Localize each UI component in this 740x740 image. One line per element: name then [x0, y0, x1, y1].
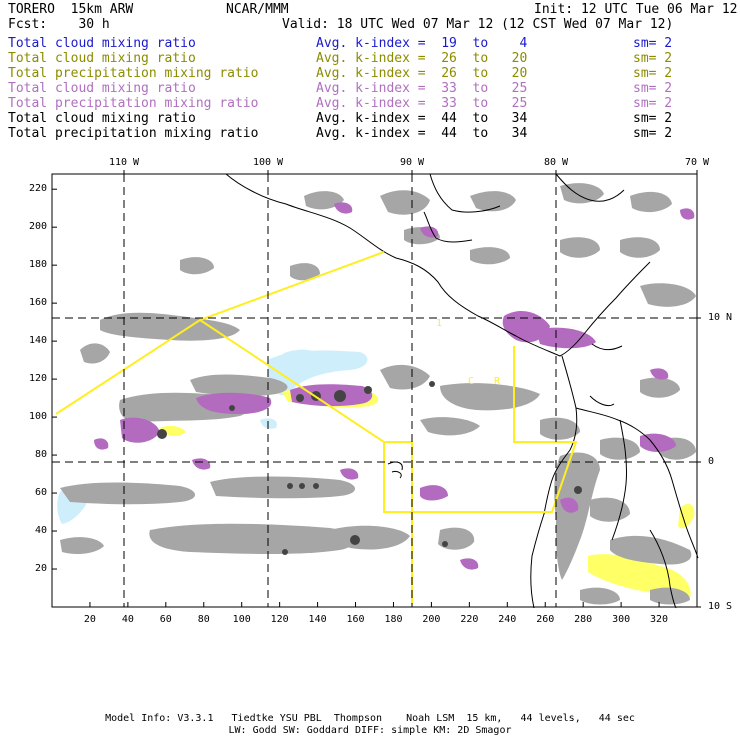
x-index-label: 260 [536, 614, 555, 625]
footer-line-1: Model Info: V3.3.1 Tiedtke YSU PBL Thomp… [105, 713, 635, 724]
legend-smoothing: sm= 2 [633, 81, 673, 96]
lat-label: 0 [708, 456, 715, 467]
y-index-label: 100 [28, 411, 47, 423]
legend-row: Total cloud mixing ratio Avg. k-index = 2… [8, 51, 732, 66]
y-index-label: 40 [34, 525, 47, 537]
legend-smoothing: sm= 2 [633, 51, 673, 66]
legend-kindex: Avg. k-index = 33 to 25 [316, 96, 528, 111]
dark-cloud-cores [157, 381, 582, 555]
forecast-hour: Fcst: 30 h [8, 17, 110, 32]
init-time: Init: 12 UTC Tue 06 Mar 12 [534, 2, 738, 17]
x-index-label: 240 [498, 614, 517, 625]
region-label: R [494, 376, 501, 387]
y-index-label: 20 [34, 563, 47, 575]
legend-row: Total precipitation mixing ratio Avg. k-i… [8, 126, 732, 141]
legend-row: Total precipitation mixing ratio Avg. k-i… [8, 96, 732, 111]
center-name: NCAR/MMM [226, 2, 289, 17]
region-label: 1 [436, 318, 443, 329]
legend-field-name: Total cloud mixing ratio [8, 81, 196, 96]
map-frame [51, 173, 698, 608]
lon-label: 100 W [252, 157, 284, 168]
lat-lon-graticule [52, 174, 697, 607]
x-index-label: 140 [308, 614, 327, 625]
x-index-label: 180 [384, 614, 403, 625]
x-index-label: 280 [574, 614, 593, 625]
legend-row: Total cloud mixing ratio Avg. k-index = 1… [8, 36, 732, 51]
axis-tick-marks [52, 170, 701, 608]
purple-cloud-areas [94, 202, 695, 570]
legend-field-name: Total cloud mixing ratio [8, 111, 196, 126]
legend-kindex: Avg. k-index = 19 to 4 [316, 36, 528, 51]
x-index-label: 200 [422, 614, 441, 625]
y-index-label: 80 [34, 449, 47, 461]
x-index-label: 300 [612, 614, 631, 625]
x-index-label: 60 [159, 614, 172, 625]
y-index-label: 160 [28, 297, 47, 309]
y-index-label: 140 [28, 335, 47, 347]
legend-kindex: Avg. k-index = 26 to 20 [316, 66, 528, 81]
y-index-label: 60 [34, 487, 47, 499]
footer-line-2: LW: Godd SW: Goddard DIFF: simple KM: 2D… [228, 725, 512, 736]
legend-kindex: Avg. k-index = 26 to 20 [316, 51, 528, 66]
legend-field-name: Total cloud mixing ratio [8, 51, 196, 66]
legend-field-name: Total precipitation mixing ratio [8, 66, 259, 81]
forecast-fields [57, 183, 696, 605]
gray-cloud-areas [60, 183, 696, 605]
x-index-label: 80 [197, 614, 210, 625]
legend-row: Total precipitation mixing ratio Avg. k-i… [8, 66, 732, 81]
legend-field-name: Total precipitation mixing ratio [8, 126, 259, 141]
x-index-label: 160 [346, 614, 365, 625]
lon-label: 80 W [543, 157, 569, 168]
legend-kindex: Avg. k-index = 44 to 34 [316, 111, 528, 126]
legend-kindex: Avg. k-index = 33 to 25 [316, 81, 528, 96]
x-index-label: 220 [460, 614, 479, 625]
legend-smoothing: sm= 2 [633, 111, 673, 126]
lon-label: 70 W [684, 157, 710, 168]
x-index-label: 100 [232, 614, 251, 625]
lon-label: 110 W [108, 157, 140, 168]
light-blue-cloud-areas [57, 349, 368, 524]
lat-label: 10 S [708, 601, 733, 612]
legend-kindex: Avg. k-index = 44 to 34 [316, 126, 528, 141]
y-index-label: 200 [28, 221, 47, 233]
legend-field-name: Total cloud mixing ratio [8, 36, 196, 51]
x-index-label: 320 [650, 614, 669, 625]
coastlines [225, 173, 699, 609]
lat-label: 10 N [708, 312, 733, 323]
valid-time: Valid: 18 UTC Wed 07 Mar 12 (12 CST Wed … [282, 17, 674, 32]
legend-smoothing: sm= 2 [633, 96, 673, 111]
x-index-label: 120 [270, 614, 289, 625]
legend-smoothing: sm= 2 [633, 66, 673, 81]
y-index-label: 120 [28, 373, 47, 385]
legend-smoothing: sm= 2 [633, 126, 673, 141]
y-index-label: 180 [28, 259, 47, 271]
legend-row: Total cloud mixing ratio Avg. k-index = 3… [8, 81, 732, 96]
legend-field-name: Total precipitation mixing ratio [8, 96, 259, 111]
legend-smoothing: sm= 2 [633, 36, 673, 51]
x-index-label: 20 [83, 614, 96, 625]
model-name: TORERO 15km ARW [8, 2, 134, 17]
legend-row: Total cloud mixing ratio Avg. k-index = 4… [8, 111, 732, 126]
y-index-label: 220 [28, 183, 47, 195]
x-index-label: 40 [121, 614, 134, 625]
lon-label: 90 W [399, 157, 425, 168]
region-label: C [468, 376, 475, 387]
